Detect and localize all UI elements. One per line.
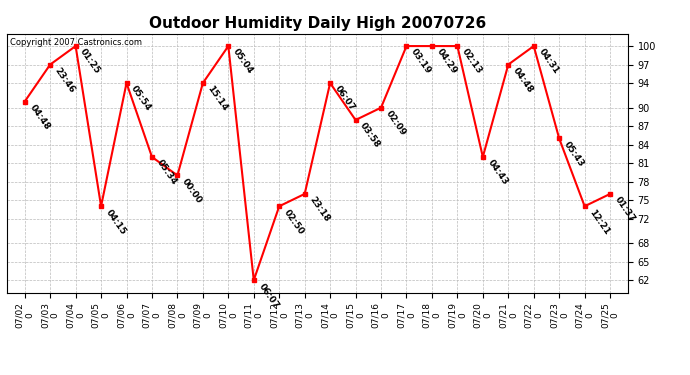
Text: 05:54: 05:54 xyxy=(129,84,153,113)
Text: 15:14: 15:14 xyxy=(206,84,230,113)
Text: 12:21: 12:21 xyxy=(587,208,611,236)
Text: 04:15: 04:15 xyxy=(104,208,128,236)
Text: 04:48: 04:48 xyxy=(511,66,535,94)
Text: 04:48: 04:48 xyxy=(28,103,51,132)
Text: 01:25: 01:25 xyxy=(79,48,102,76)
Text: 04:43: 04:43 xyxy=(486,158,509,187)
Text: 06:07: 06:07 xyxy=(333,84,357,113)
Text: 02:13: 02:13 xyxy=(460,48,484,76)
Text: 03:19: 03:19 xyxy=(409,48,433,76)
Text: Copyright 2007 Castronics.com: Copyright 2007 Castronics.com xyxy=(10,38,142,46)
Text: 04:31: 04:31 xyxy=(537,48,560,76)
Text: 02:09: 02:09 xyxy=(384,109,408,138)
Text: 03:58: 03:58 xyxy=(358,122,382,150)
Text: 04:29: 04:29 xyxy=(435,48,459,76)
Text: 23:18: 23:18 xyxy=(308,195,331,224)
Text: 00:00: 00:00 xyxy=(180,177,204,205)
Text: 01:37: 01:37 xyxy=(613,195,637,224)
Text: 23:46: 23:46 xyxy=(53,66,77,94)
Title: Outdoor Humidity Daily High 20070726: Outdoor Humidity Daily High 20070726 xyxy=(149,16,486,31)
Text: 06:07: 06:07 xyxy=(257,282,280,310)
Text: 05:34: 05:34 xyxy=(155,158,179,187)
Text: 05:04: 05:04 xyxy=(231,48,255,76)
Text: 05:43: 05:43 xyxy=(562,140,586,168)
Text: 02:50: 02:50 xyxy=(282,208,306,236)
